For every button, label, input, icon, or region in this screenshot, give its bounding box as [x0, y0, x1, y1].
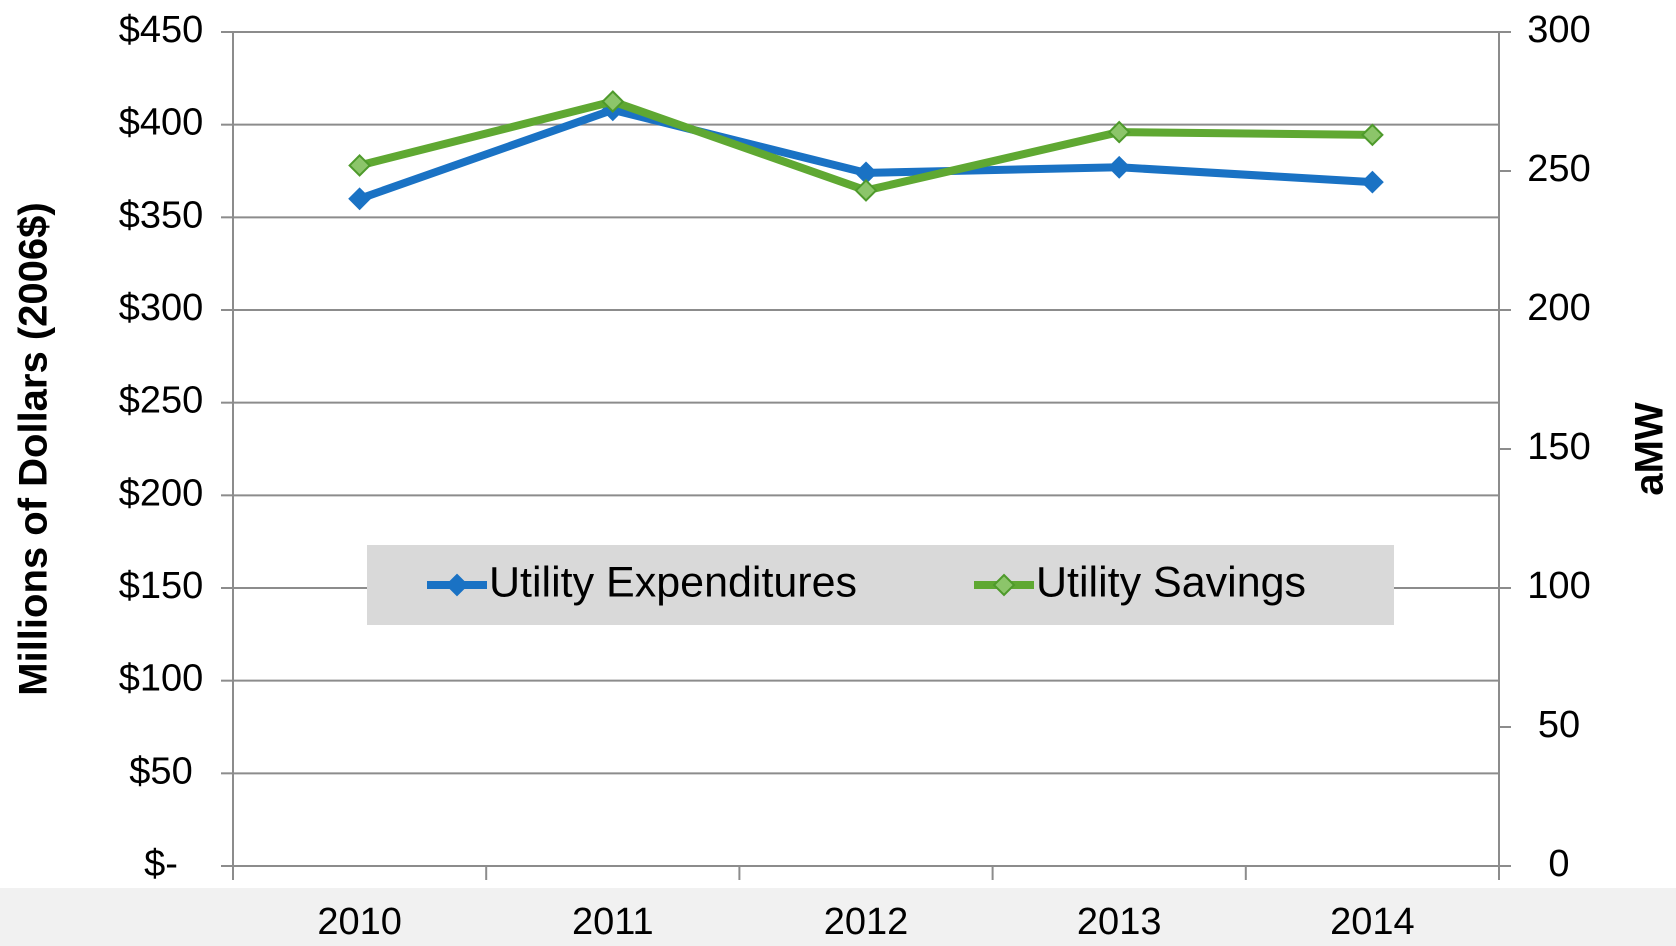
y-tick-label: $300: [119, 287, 204, 329]
y-tick-label: $450: [119, 9, 204, 51]
y2-tick-label: 300: [1527, 9, 1590, 51]
y-tick-label: $250: [119, 380, 204, 422]
legend: Utility Expenditures Utility Savings: [367, 545, 1394, 625]
y-tick-label: $150: [119, 565, 204, 607]
y2-tick-label: 150: [1527, 426, 1590, 468]
y2-tick-label: 50: [1538, 704, 1580, 746]
marker: [1360, 123, 1384, 147]
marker: [1107, 120, 1131, 144]
legend-marker: [445, 573, 469, 597]
y-tick-label: $-: [144, 843, 178, 885]
x-tick-label: 2014: [1330, 901, 1415, 943]
y-tick-label: $200: [119, 472, 204, 514]
marker: [601, 90, 625, 113]
y-tick-label: $50: [129, 750, 192, 792]
x-tick-label: 2012: [824, 901, 909, 943]
y2-axis-title: aMW: [1628, 402, 1672, 496]
y2-tick-label: 200: [1527, 287, 1590, 329]
x-tick-label: 2010: [317, 901, 402, 943]
legend-label: Utility Savings: [1036, 558, 1306, 606]
legend-marker: [992, 573, 1016, 597]
marker: [854, 179, 878, 202]
legend-box: [367, 545, 1394, 625]
marker: [348, 187, 372, 211]
marker: [1107, 155, 1131, 179]
x-tick-label: 2013: [1077, 901, 1162, 943]
marker: [348, 154, 372, 177]
legend-label: Utility Expenditures: [489, 558, 857, 606]
y2-tick-label: 250: [1527, 148, 1590, 190]
y-tick-label: $350: [119, 194, 204, 236]
y2-tick-label: 0: [1548, 843, 1569, 885]
marker: [1360, 170, 1384, 194]
x-tick-label: 2011: [572, 901, 654, 943]
y-tick-label: $100: [119, 658, 204, 700]
bottom-band: [0, 888, 1676, 946]
y-axis-title: Millions of Dollars (2006$): [12, 202, 56, 695]
y2-tick-label: 100: [1527, 565, 1590, 607]
y-tick-label: $400: [119, 102, 204, 144]
